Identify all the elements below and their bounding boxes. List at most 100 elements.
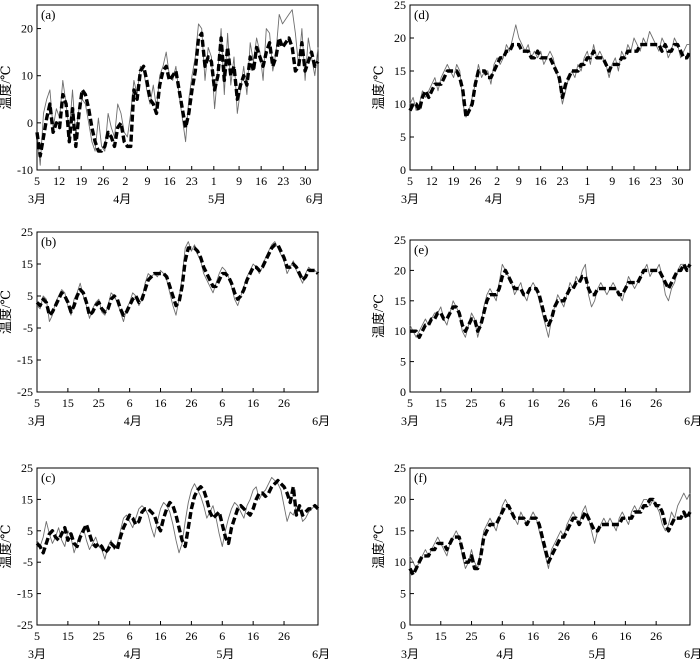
x-tick-label: 15 <box>62 396 74 410</box>
y-tick-label: 0 <box>400 385 406 399</box>
y-tick-label: 20 <box>394 31 406 45</box>
y-tick-label: 20 <box>394 492 406 506</box>
x-tick-label: 16 <box>527 629 539 643</box>
y-axis-label: 温度/℃ <box>371 294 386 338</box>
x-tick-label: 6 <box>499 629 505 643</box>
y-tick-label: 10 <box>394 555 406 569</box>
y-tick-label: -25 <box>17 385 33 399</box>
y-tick-label: -15 <box>17 587 33 601</box>
x-tick-label: 16 <box>255 174 267 188</box>
month-label: 3月 <box>28 414 46 428</box>
x-tick-label: 30 <box>672 174 684 188</box>
x-tick-label: 12 <box>426 174 438 188</box>
x-tick-label: 5 <box>407 629 413 643</box>
x-tick-label: 30 <box>299 174 311 188</box>
x-tick-label: 26 <box>469 174 481 188</box>
y-tick-label: 25 <box>21 225 33 239</box>
x-tick-label: 25 <box>466 629 478 643</box>
chart-panel-c: (c) -25 -15 -5 5 15 25 温度/℃ 5 15 25 6 16 26 6 16 26 3月 4月 5… <box>0 461 330 661</box>
series-dashed-line <box>35 31 320 158</box>
y-tick-label: 5 <box>27 524 33 538</box>
month-label: 5月 <box>216 414 234 428</box>
y-axis-label: 温度/℃ <box>0 65 13 109</box>
y-tick-label: 25 <box>21 461 33 475</box>
series-thin-line <box>36 241 319 323</box>
x-tick-label: 26 <box>558 396 570 410</box>
panel-label: (b) <box>41 234 56 249</box>
panel-label: (c) <box>41 470 55 485</box>
y-tick-label: 10 <box>394 97 406 111</box>
panel-label: (d) <box>414 7 429 22</box>
x-tick-label: 16 <box>619 629 631 643</box>
x-tick-label: 26 <box>650 629 662 643</box>
x-tick-label: 26 <box>97 174 109 188</box>
plot-frame <box>409 239 691 393</box>
x-tick-label: 16 <box>247 629 259 643</box>
y-axis-label: 温度/℃ <box>371 524 386 568</box>
x-tick-label: 2 <box>122 174 128 188</box>
x-tick-label: 16 <box>155 629 167 643</box>
x-tick-label: 16 <box>247 396 259 410</box>
x-tick-label: 16 <box>164 174 176 188</box>
x-tick-label: 5 <box>34 629 40 643</box>
x-tick-label: 26 <box>558 629 570 643</box>
panel-label: (e) <box>414 242 428 257</box>
series-dashed-line <box>408 42 692 119</box>
x-tick-label: 19 <box>75 174 87 188</box>
x-tick-label: 26 <box>278 396 290 410</box>
x-tick-label: 23 <box>277 174 289 188</box>
month-label: 6月 <box>312 647 330 661</box>
y-tick-label: 25 <box>394 0 406 12</box>
plot-frame <box>36 467 319 626</box>
plot-frame <box>409 467 691 626</box>
month-label: 6月 <box>306 192 324 206</box>
panel-label: (a) <box>41 7 55 22</box>
x-tick-label: 9 <box>609 174 615 188</box>
month-label: 5月 <box>208 192 226 206</box>
y-tick-label: -15 <box>17 353 33 367</box>
month-label: 4月 <box>485 192 503 206</box>
month-label: 3月 <box>401 192 419 206</box>
y-tick-label: -25 <box>17 618 33 632</box>
x-tick-label: 15 <box>435 396 447 410</box>
plot-frame <box>36 4 319 171</box>
series-thin-line <box>409 263 691 338</box>
x-tick-label: 9 <box>516 174 522 188</box>
y-tick-label: 0 <box>400 163 406 177</box>
y-tick-label: 0 <box>27 116 33 130</box>
x-tick-label: 25 <box>93 629 105 643</box>
x-tick-label: 19 <box>448 174 460 188</box>
month-label: 4月 <box>124 414 142 428</box>
x-tick-label: 6 <box>127 629 133 643</box>
y-tick-label: 5 <box>400 587 406 601</box>
y-tick-label: 0 <box>400 618 406 632</box>
x-tick-label: 16 <box>527 396 539 410</box>
y-tick-label: 15 <box>394 524 406 538</box>
month-label: 3月 <box>28 192 46 206</box>
y-tick-label: 15 <box>394 294 406 308</box>
month-label: 5月 <box>578 192 596 206</box>
month-label: 5月 <box>589 414 607 428</box>
series-dashed-line <box>410 262 692 339</box>
x-tick-label: 5 <box>34 174 40 188</box>
x-tick-label: 9 <box>145 174 151 188</box>
month-label: 5月 <box>216 647 234 661</box>
x-tick-label: 9 <box>236 174 242 188</box>
x-tick-label: 6 <box>219 629 225 643</box>
x-tick-label: 26 <box>185 396 197 410</box>
month-label: 4月 <box>496 414 514 428</box>
y-axis-label: 温度/℃ <box>371 65 386 109</box>
x-tick-label: 1 <box>584 174 590 188</box>
x-tick-label: 15 <box>62 629 74 643</box>
month-label: 5月 <box>589 647 607 661</box>
x-tick-label: 2 <box>494 174 500 188</box>
x-tick-label: 5 <box>407 396 413 410</box>
month-label: 6月 <box>684 414 700 428</box>
x-tick-label: 16 <box>628 174 640 188</box>
x-tick-label: 5 <box>407 174 413 188</box>
y-tick-label: 15 <box>21 257 33 271</box>
y-tick-label: 5 <box>400 130 406 144</box>
x-tick-label: 6 <box>592 396 598 410</box>
